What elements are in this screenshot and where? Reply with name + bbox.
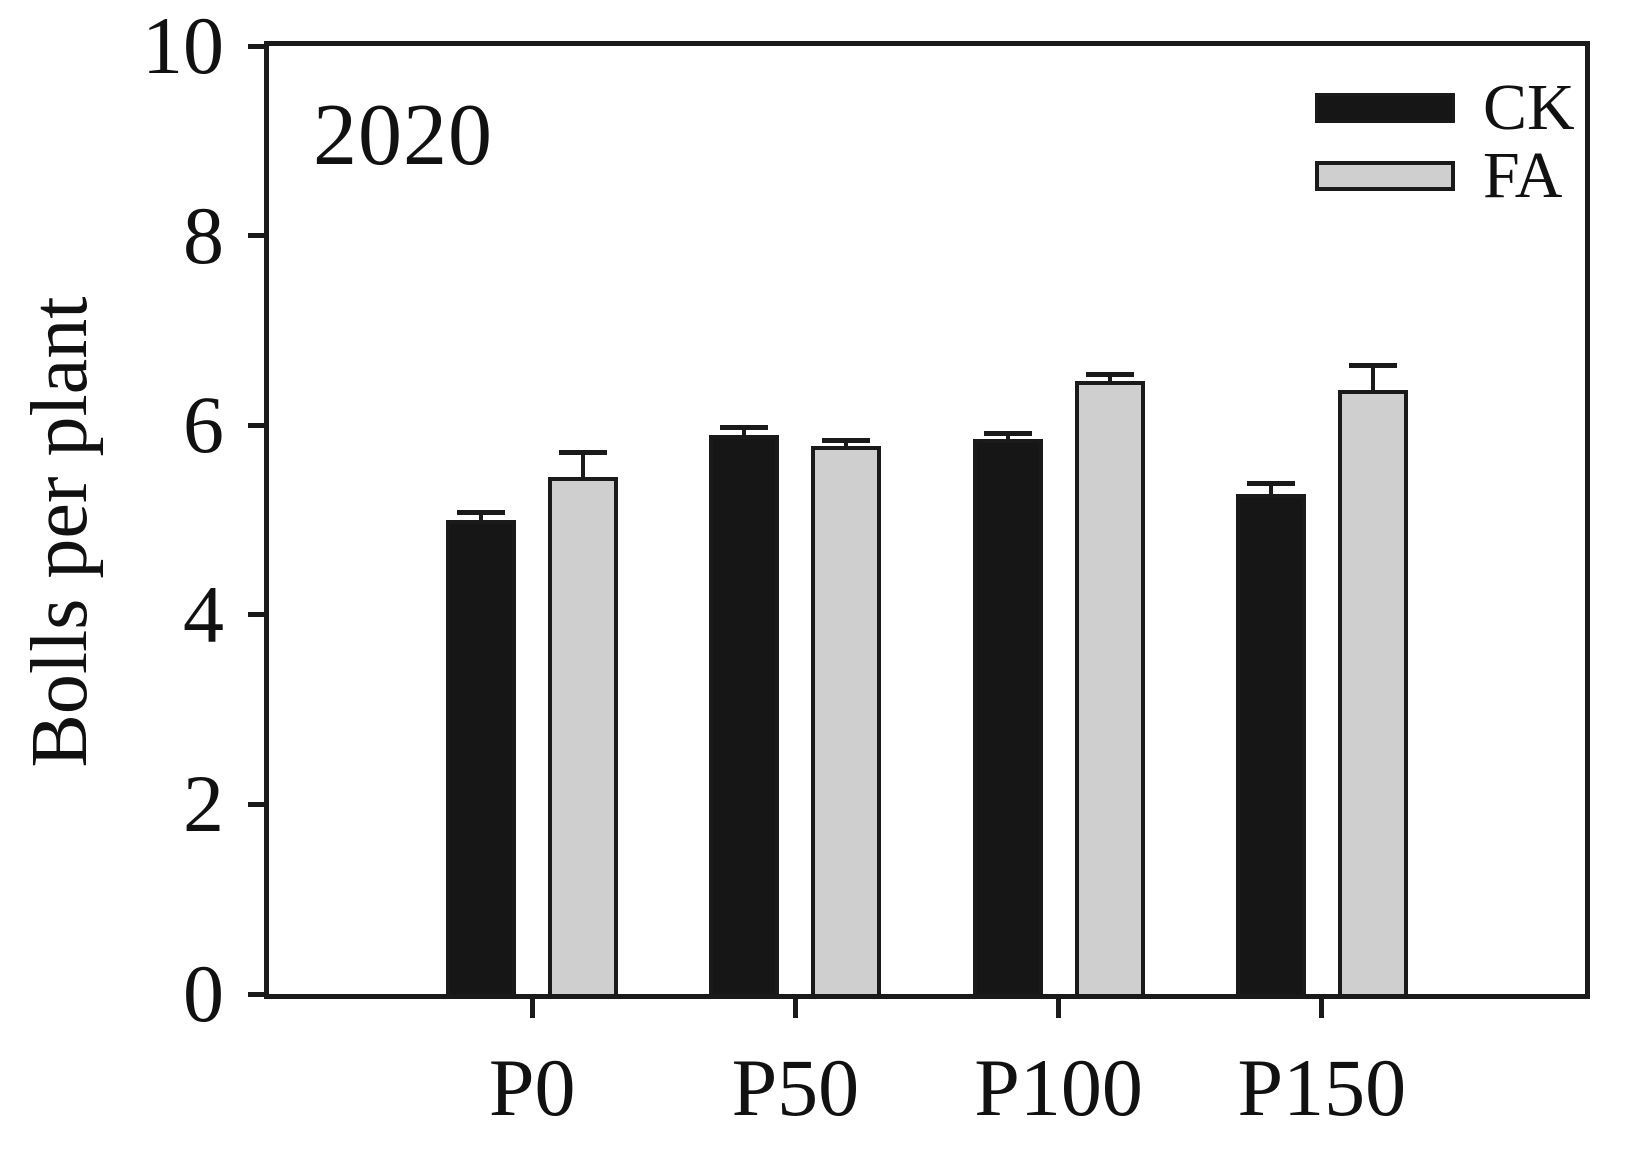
error-bar-stem	[844, 440, 849, 447]
bar-ck-p50	[709, 434, 780, 994]
x-axis-tick	[1319, 998, 1325, 1018]
y-tick-label: 2	[183, 758, 224, 850]
error-bar-cap	[983, 431, 1032, 437]
bar-ck-p100	[972, 439, 1043, 994]
year-annotation: 2020	[313, 87, 493, 184]
bar-fa-p50	[811, 446, 882, 994]
error-bar-cap	[559, 450, 608, 456]
error-bar-cap	[1246, 480, 1295, 486]
legend-label-fa: FA	[1483, 139, 1563, 212]
y-tick-label: 10	[142, 0, 224, 91]
x-tick-label-p50: P50	[731, 1042, 860, 1133]
bar-ck-p150	[1235, 494, 1306, 994]
bar-fa-p100	[1074, 380, 1145, 994]
y-tick-label: 4	[183, 568, 224, 660]
y-axis-tick	[248, 43, 269, 49]
error-bar-stem	[742, 427, 747, 435]
legend-item-fa: FA	[1315, 139, 1575, 212]
y-axis-tick	[248, 801, 269, 807]
error-bar-cap	[1348, 362, 1397, 368]
x-axis-tick	[792, 998, 798, 1018]
y-axis-tick	[248, 233, 269, 239]
x-tick-label-p100: P100	[974, 1042, 1143, 1133]
error-bar-cap	[720, 424, 769, 430]
error-bar-stem	[479, 512, 484, 520]
x-axis-tick	[529, 998, 535, 1018]
error-bar-stem	[1005, 433, 1010, 440]
legend-item-ck: CK	[1315, 71, 1575, 144]
error-bar-stem	[1370, 365, 1375, 391]
legend: CK FA	[1315, 71, 1575, 227]
error-bar-cap	[1085, 371, 1134, 377]
bar-ck-p0	[446, 520, 517, 994]
y-tick-label: 6	[183, 379, 224, 471]
y-axis-tick	[248, 422, 269, 428]
x-tick-label-p0: P0	[488, 1042, 576, 1133]
y-axis-tick	[248, 991, 269, 997]
error-bar-cap	[822, 437, 871, 443]
legend-label-ck: CK	[1483, 71, 1575, 144]
error-bar-cap	[457, 509, 506, 515]
bar-fa-p150	[1337, 390, 1408, 994]
error-bar-stem	[1268, 483, 1273, 495]
bar-fa-p0	[548, 477, 619, 994]
error-bar-stem	[581, 452, 586, 478]
legend-swatch-fa	[1315, 161, 1455, 191]
x-axis-tick	[1056, 998, 1062, 1018]
y-axis-tick	[248, 612, 269, 618]
error-bar-stem	[1107, 374, 1112, 381]
y-tick-label: 0	[183, 948, 224, 1039]
y-tick-label: 8	[183, 189, 224, 281]
legend-swatch-ck	[1315, 93, 1455, 123]
x-tick-label-p150: P150	[1237, 1042, 1407, 1133]
